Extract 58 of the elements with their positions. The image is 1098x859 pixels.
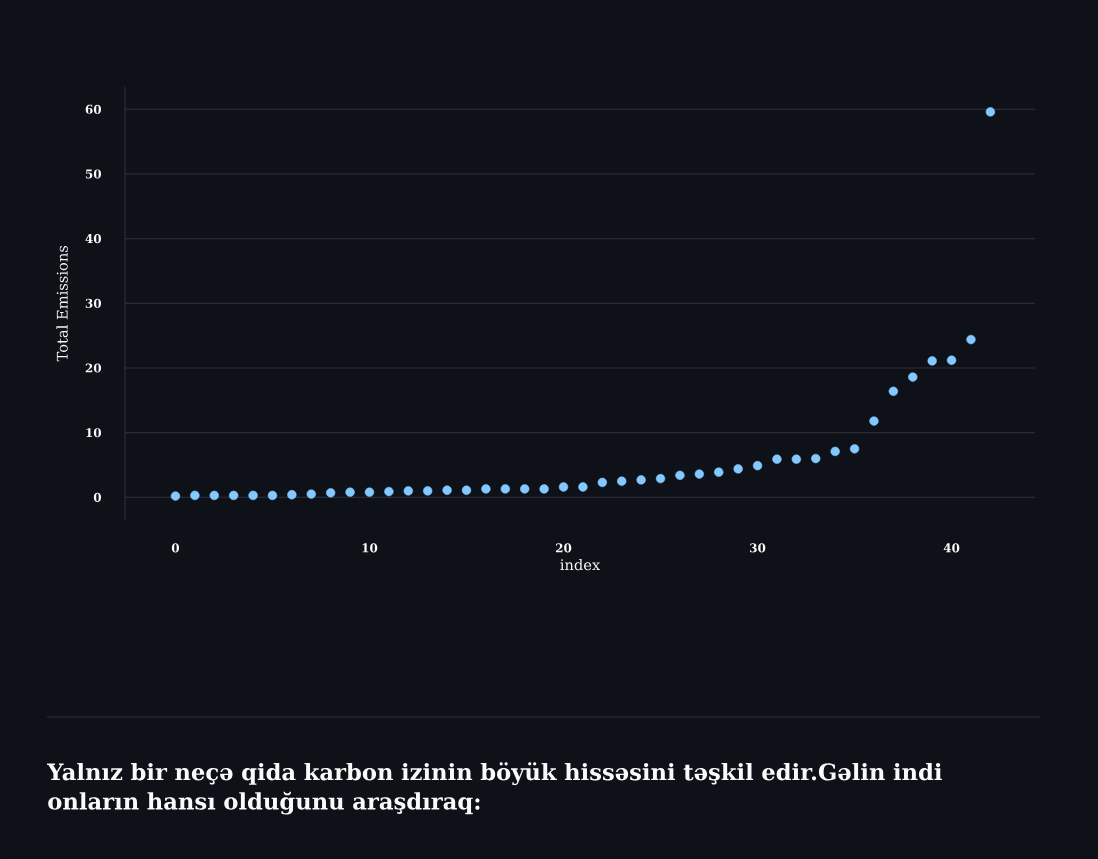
point bbox=[752, 460, 763, 471]
point bbox=[694, 469, 705, 479]
point bbox=[228, 490, 239, 501]
point bbox=[209, 490, 219, 501]
point bbox=[927, 356, 937, 366]
point bbox=[888, 386, 899, 396]
point bbox=[714, 467, 724, 477]
point bbox=[966, 334, 976, 345]
point bbox=[461, 485, 472, 495]
point bbox=[481, 484, 491, 494]
text: Yalnız bir neçə qida karbon izinin böyük hissəsini təşkil edir.Gəlin indi onların hansı olduğunu araşdıraq: bbox=[47, 762, 942, 815]
point bbox=[578, 482, 588, 492]
point bbox=[170, 491, 181, 501]
point bbox=[423, 486, 433, 496]
point bbox=[267, 490, 278, 501]
point bbox=[558, 482, 569, 492]
y-axis-title: Total Emissions bbox=[56, 245, 68, 362]
point bbox=[403, 486, 413, 496]
point bbox=[442, 485, 452, 495]
point bbox=[772, 454, 782, 464]
point bbox=[849, 444, 860, 454]
point bbox=[617, 476, 627, 486]
y-tick-label: 30 bbox=[85, 298, 102, 308]
point bbox=[190, 490, 200, 501]
point bbox=[985, 107, 996, 117]
point bbox=[946, 355, 957, 365]
point bbox=[733, 464, 743, 474]
y-tick-label: 20 bbox=[85, 363, 102, 373]
x-tick-label: 0 bbox=[171, 543, 180, 553]
point bbox=[364, 487, 375, 497]
point bbox=[500, 484, 510, 494]
y-tick-label: 40 bbox=[85, 234, 102, 244]
x-tick-label: 10 bbox=[362, 543, 378, 553]
point bbox=[908, 372, 918, 382]
point bbox=[811, 453, 821, 464]
point bbox=[326, 488, 336, 498]
point bbox=[655, 473, 666, 484]
point bbox=[248, 490, 258, 501]
x-tick-label: 30 bbox=[750, 543, 766, 553]
y-tick-label: 0 bbox=[93, 492, 102, 502]
point bbox=[345, 487, 355, 497]
point bbox=[306, 489, 316, 499]
point bbox=[675, 470, 685, 481]
point bbox=[539, 484, 549, 494]
point bbox=[597, 477, 607, 488]
point bbox=[636, 475, 646, 485]
y-tick-label: 60 bbox=[85, 104, 102, 114]
point bbox=[830, 446, 840, 457]
point bbox=[384, 486, 394, 497]
point bbox=[791, 454, 802, 464]
point bbox=[869, 416, 879, 426]
x-tick-label: 20 bbox=[555, 543, 572, 553]
y-tick-label: 50 bbox=[85, 169, 102, 179]
x-tick-label: 40 bbox=[943, 543, 960, 553]
point bbox=[520, 484, 530, 494]
y-tick-label: 10 bbox=[86, 428, 102, 438]
point bbox=[287, 490, 297, 500]
x-axis-title: index bbox=[560, 558, 601, 571]
